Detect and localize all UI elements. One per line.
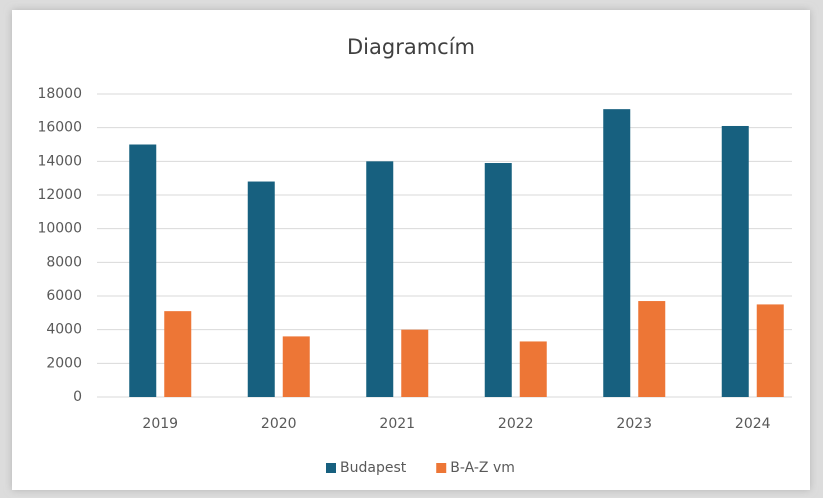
bar [519,341,547,397]
chart-title: Diagramcím [347,35,475,59]
bar [756,304,784,397]
y-tick-label: 10000 [37,221,82,237]
bar [638,301,666,397]
bar [484,163,512,397]
legend-swatch [436,463,447,473]
y-tick-label: 8000 [46,254,82,270]
y-tick-label: 12000 [37,187,82,203]
y-tick-label: 0 [73,389,82,405]
bar [129,144,157,397]
y-tick-label: 16000 [37,120,82,136]
bar [366,161,394,397]
x-tick-label: 2020 [261,416,297,432]
x-tick-label: 2019 [142,416,178,432]
x-tick-label: 2022 [498,416,534,432]
y-tick-label: 14000 [37,153,82,169]
y-tick-label: 6000 [46,288,82,304]
x-tick-label: 2024 [735,416,771,432]
y-tick-label: 18000 [37,86,82,102]
legend-label: Budapest [340,460,407,476]
bar [721,125,749,397]
x-tick-label: 2023 [616,416,652,432]
bar [164,311,192,397]
bar [401,329,429,397]
bar [282,336,310,397]
legend-label: B-A-Z vm [450,460,515,476]
y-tick-label: 4000 [46,322,82,338]
bar [603,109,631,398]
legend-swatch [326,463,336,473]
bar [247,181,275,397]
x-tick-label: 2021 [379,416,415,432]
y-tick-label: 2000 [46,355,82,371]
